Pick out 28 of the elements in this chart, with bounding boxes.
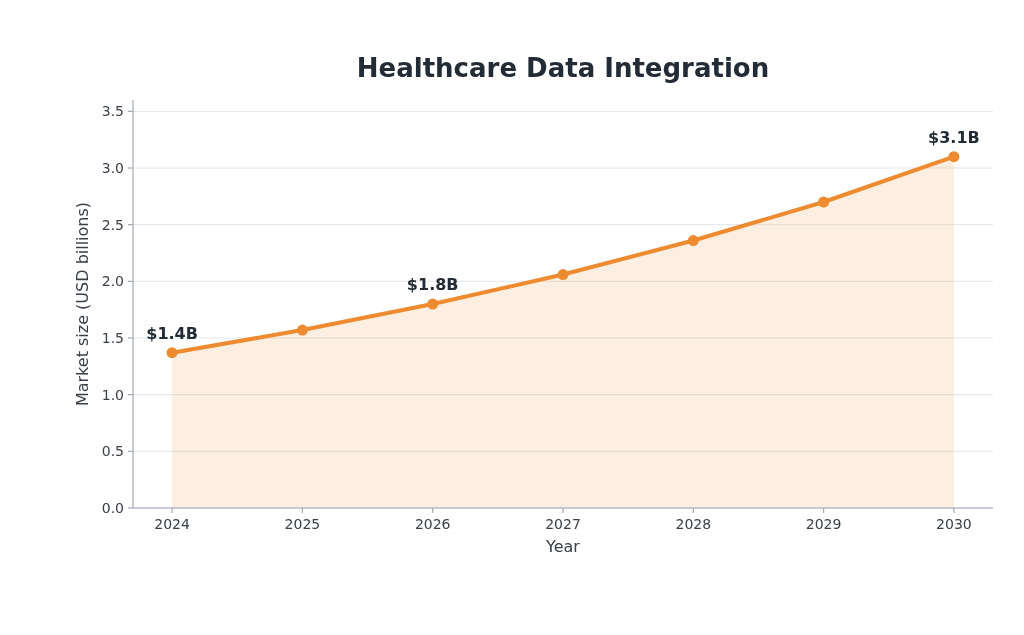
data-label: $3.1B bbox=[928, 127, 980, 147]
y-tick-label: 1.0 bbox=[101, 386, 124, 403]
y-tick-label: 3.5 bbox=[101, 103, 124, 120]
y-tick-label: 2.0 bbox=[101, 273, 124, 290]
x-tick-label: 2028 bbox=[675, 516, 712, 532]
point bbox=[948, 151, 960, 163]
y-tick-label: 0.0 bbox=[101, 499, 124, 516]
x-tick-label: 2030 bbox=[936, 516, 972, 532]
y-tick-label: 3.0 bbox=[101, 159, 124, 176]
y-tick-label: 1.5 bbox=[101, 329, 124, 346]
point bbox=[166, 347, 178, 359]
x-tick-label: 2024 bbox=[154, 516, 190, 532]
x-tick-label: 2027 bbox=[545, 516, 581, 532]
x-axis-title: Year bbox=[545, 537, 581, 556]
point bbox=[818, 196, 830, 208]
point bbox=[296, 324, 308, 336]
y-axis-title: Market size (USD billions) bbox=[73, 201, 92, 407]
x-tick-label: 2029 bbox=[805, 516, 842, 532]
chart-title: Healthcare Data Integration bbox=[356, 53, 770, 83]
point bbox=[557, 269, 569, 281]
point bbox=[427, 298, 439, 310]
data-label: $1.4B bbox=[146, 323, 198, 343]
data-label: $1.8B bbox=[406, 275, 459, 294]
x-tick-label: 2025 bbox=[284, 516, 321, 532]
y-tick-label: 0.5 bbox=[101, 443, 124, 460]
point bbox=[687, 235, 699, 247]
y-tick-label: 2.5 bbox=[101, 216, 124, 233]
x-tick-label: 2026 bbox=[414, 516, 451, 532]
